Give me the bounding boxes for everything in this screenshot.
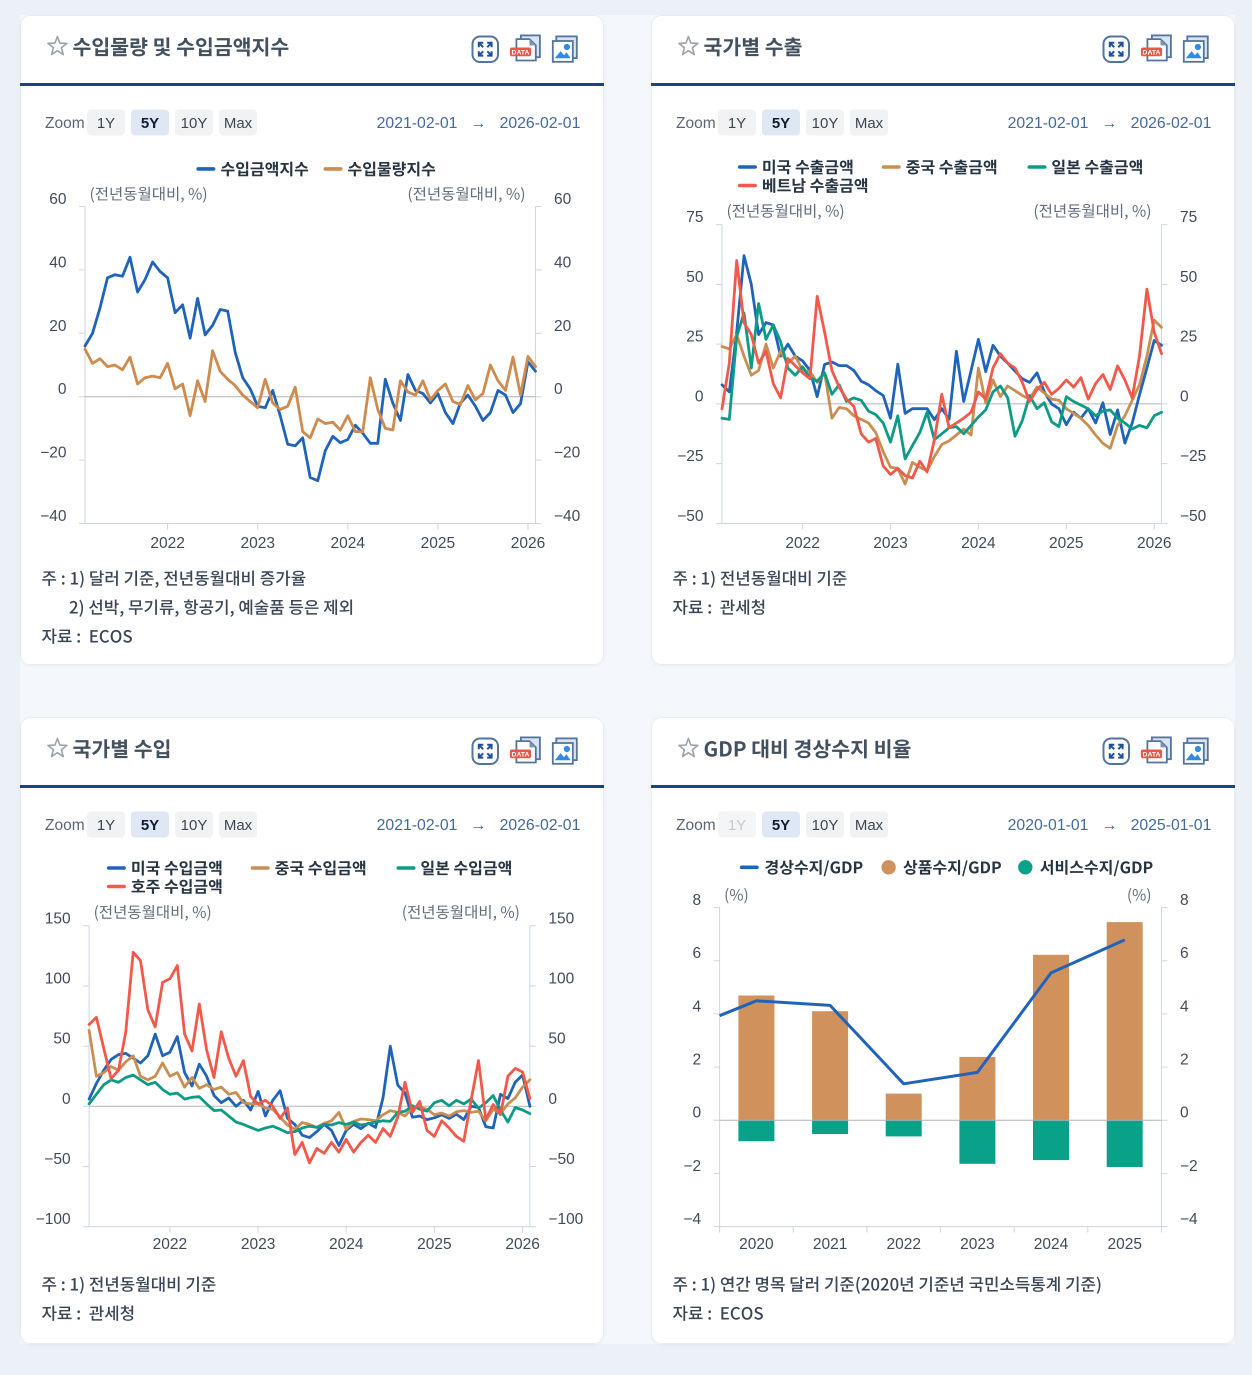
- svg-text:25: 25: [686, 329, 703, 346]
- svg-text:−25: −25: [677, 448, 703, 465]
- svg-text:2024: 2024: [1034, 1236, 1069, 1253]
- svg-text:Zoom: Zoom: [45, 817, 85, 834]
- svg-text:50: 50: [1180, 269, 1198, 286]
- svg-text:Max: Max: [855, 115, 884, 132]
- svg-text:5Y: 5Y: [141, 115, 159, 132]
- svg-text:Zoom: Zoom: [45, 115, 85, 132]
- svg-text:−50: −50: [1180, 508, 1207, 525]
- svg-text:40: 40: [49, 254, 67, 271]
- svg-text:2021-02-01 → 2026-02-01: 2021-02-01 → 2026-02-01: [1008, 115, 1212, 132]
- svg-text:−20: −20: [40, 445, 67, 462]
- svg-text:Zoom: Zoom: [676, 817, 716, 834]
- svg-text:2: 2: [692, 1052, 701, 1069]
- svg-text:2021: 2021: [813, 1236, 847, 1253]
- svg-text:1Y: 1Y: [728, 115, 746, 132]
- svg-text:2: 2: [1180, 1052, 1189, 1069]
- svg-text:2025: 2025: [1049, 535, 1083, 552]
- svg-text:2025: 2025: [421, 535, 455, 552]
- svg-text:2020-01-01 → 2025-01-01: 2020-01-01 → 2025-01-01: [1008, 817, 1212, 834]
- svg-text:5Y: 5Y: [141, 817, 159, 834]
- svg-text:2023: 2023: [241, 1236, 275, 1253]
- svg-text:75: 75: [686, 209, 703, 226]
- svg-text:2021-02-01 → 2026-02-01: 2021-02-01 → 2026-02-01: [377, 817, 581, 834]
- svg-text:0: 0: [1180, 388, 1189, 405]
- svg-text:4: 4: [692, 998, 701, 1015]
- svg-text:Max: Max: [855, 817, 884, 834]
- svg-text:1Y: 1Y: [97, 817, 115, 834]
- svg-text:2025: 2025: [1107, 1236, 1141, 1253]
- svg-text:0: 0: [692, 1105, 701, 1122]
- svg-text:10Y: 10Y: [812, 115, 839, 132]
- svg-text:1Y: 1Y: [97, 115, 115, 132]
- svg-text:0: 0: [548, 1091, 557, 1108]
- svg-text:0: 0: [554, 381, 563, 398]
- svg-text:0: 0: [1180, 1105, 1189, 1122]
- svg-text:−4: −4: [1180, 1211, 1198, 1228]
- svg-text:DATA: DATA: [512, 752, 530, 759]
- svg-text:40: 40: [554, 254, 572, 271]
- svg-text:150: 150: [45, 910, 71, 927]
- svg-text:25: 25: [1180, 329, 1197, 346]
- svg-text:2023: 2023: [960, 1236, 994, 1253]
- svg-text:2026: 2026: [505, 1236, 539, 1253]
- svg-text:8: 8: [1180, 892, 1189, 909]
- svg-text:2021-02-01 → 2026-02-01: 2021-02-01 → 2026-02-01: [377, 115, 581, 132]
- svg-text:2024: 2024: [331, 535, 366, 552]
- svg-text:Zoom: Zoom: [676, 115, 716, 132]
- svg-text:6: 6: [692, 945, 701, 962]
- svg-text:Max: Max: [224, 817, 253, 834]
- svg-text:2026: 2026: [511, 535, 545, 552]
- svg-text:100: 100: [45, 971, 71, 988]
- svg-text:2022: 2022: [785, 535, 819, 552]
- svg-text:50: 50: [548, 1031, 566, 1048]
- svg-text:1Y: 1Y: [728, 817, 746, 834]
- svg-text:8: 8: [692, 892, 701, 909]
- svg-text:20: 20: [554, 318, 572, 335]
- svg-text:−100: −100: [548, 1211, 583, 1228]
- svg-text:150: 150: [548, 910, 574, 927]
- svg-text:−40: −40: [40, 508, 67, 525]
- svg-text:5Y: 5Y: [772, 115, 790, 132]
- svg-text:75: 75: [1180, 209, 1197, 226]
- svg-text:−50: −50: [677, 508, 704, 525]
- svg-text:2026: 2026: [1137, 535, 1171, 552]
- svg-text:−50: −50: [44, 1151, 71, 1168]
- svg-text:−4: −4: [683, 1211, 701, 1228]
- svg-text:2024: 2024: [961, 535, 996, 552]
- svg-text:50: 50: [53, 1031, 71, 1048]
- svg-text:Max: Max: [224, 115, 253, 132]
- svg-text:2020: 2020: [739, 1236, 774, 1253]
- svg-text:60: 60: [554, 191, 572, 208]
- svg-text:DATA: DATA: [512, 50, 530, 57]
- svg-text:2022: 2022: [886, 1236, 920, 1253]
- svg-text:DATA: DATA: [1143, 752, 1161, 759]
- svg-text:−40: −40: [554, 508, 581, 525]
- svg-text:2022: 2022: [150, 535, 184, 552]
- svg-text:2023: 2023: [240, 535, 274, 552]
- svg-text:0: 0: [58, 381, 67, 398]
- svg-text:4: 4: [1180, 998, 1189, 1015]
- svg-text:6: 6: [1180, 945, 1189, 962]
- svg-text:2024: 2024: [329, 1236, 364, 1253]
- svg-text:2022: 2022: [153, 1236, 187, 1253]
- svg-text:0: 0: [695, 388, 704, 405]
- svg-text:−2: −2: [1180, 1158, 1198, 1175]
- svg-text:0: 0: [62, 1091, 71, 1108]
- svg-text:−2: −2: [683, 1158, 701, 1175]
- svg-text:−50: −50: [548, 1151, 575, 1168]
- svg-text:5Y: 5Y: [772, 817, 790, 834]
- svg-text:100: 100: [548, 971, 574, 988]
- svg-text:2023: 2023: [873, 535, 907, 552]
- svg-text:50: 50: [686, 269, 704, 286]
- svg-text:60: 60: [49, 191, 67, 208]
- svg-text:−100: −100: [36, 1211, 71, 1228]
- svg-text:10Y: 10Y: [812, 817, 839, 834]
- svg-text:−25: −25: [1180, 448, 1206, 465]
- svg-text:2025: 2025: [417, 1236, 451, 1253]
- svg-text:10Y: 10Y: [181, 115, 208, 132]
- svg-text:10Y: 10Y: [181, 817, 208, 834]
- svg-text:−20: −20: [554, 445, 581, 462]
- svg-text:DATA: DATA: [1143, 50, 1161, 57]
- svg-text:20: 20: [49, 318, 67, 335]
